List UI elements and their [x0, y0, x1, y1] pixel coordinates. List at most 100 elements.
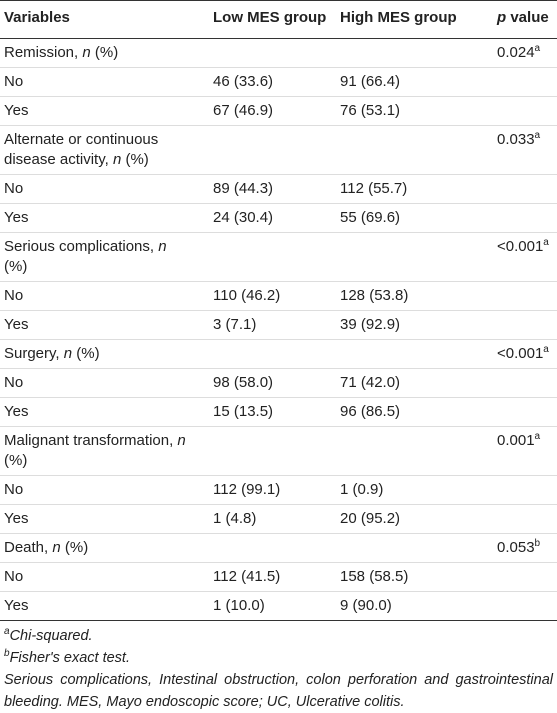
- value: 112 (41.5): [213, 568, 281, 585]
- text: p: [497, 9, 507, 26]
- text: Serious complications,: [4, 238, 159, 255]
- p-value-cell: <0.001a: [493, 232, 557, 282]
- p-value-cell: 0.053b: [493, 533, 557, 563]
- text: Yes: [4, 209, 29, 226]
- p-value-cell: 0.033a: [493, 125, 557, 175]
- text: Low MES group: [213, 9, 327, 26]
- value: 89 (44.3): [213, 180, 274, 197]
- text: (%): [60, 539, 89, 556]
- table-row: Death, n (%) 0.053b: [0, 533, 557, 563]
- low-mes-cell: 46 (33.6): [209, 67, 336, 97]
- high-mes-cell: 71 (42.0): [336, 368, 493, 398]
- value: 110 (46.2): [213, 287, 281, 304]
- text: No: [4, 180, 24, 197]
- table-row: Malignant transformation, n (%) 0.001a: [0, 426, 557, 476]
- text: n: [82, 44, 91, 61]
- p-value-cell: [493, 67, 557, 97]
- value: 9 (90.0): [340, 597, 392, 614]
- p-value-cell: <0.001a: [493, 339, 557, 369]
- footnote: bFisher's exact test.: [4, 647, 553, 669]
- table-row: No 98 (58.0) 71 (42.0): [0, 368, 557, 398]
- footnote-text: Serious complications, Intestinal obstru…: [4, 672, 553, 710]
- low-mes-cell: [209, 533, 336, 563]
- p-value-cell: [493, 174, 557, 204]
- footnote-text: Fisher's exact test.: [9, 650, 130, 666]
- low-mes-cell: 112 (41.5): [209, 562, 336, 592]
- row-label: Yes: [0, 397, 209, 427]
- row-label: No: [0, 174, 209, 204]
- low-mes-cell: 3 (7.1): [209, 310, 336, 340]
- table-row: Yes 15 (13.5) 96 (86.5): [0, 397, 557, 427]
- row-label: Yes: [0, 504, 209, 534]
- table-row: Alternate or continuous disease activity…: [0, 125, 557, 175]
- table-row: No 112 (41.5) 158 (58.5): [0, 562, 557, 592]
- row-label: Death, n (%): [0, 533, 209, 563]
- value: 112 (99.1): [213, 481, 281, 498]
- column-header: Variables: [0, 0, 209, 39]
- footnote-mark: a: [534, 130, 541, 141]
- high-mes-cell: 76 (53.1): [336, 96, 493, 126]
- footnote-mark: a: [534, 43, 541, 54]
- text: Death,: [4, 539, 53, 556]
- row-label: No: [0, 368, 209, 398]
- high-mes-cell: 96 (86.5): [336, 397, 493, 427]
- footnote-mark: a: [543, 237, 549, 248]
- p-value-cell: [493, 368, 557, 398]
- text: value: [506, 9, 549, 26]
- footnote-mark: b: [534, 538, 541, 549]
- table-row: Yes 3 (7.1) 39 (92.9): [0, 310, 557, 340]
- row-label: Yes: [0, 591, 209, 621]
- high-mes-cell: 112 (55.7): [336, 174, 493, 204]
- table-row: No 110 (46.2) 128 (53.8): [0, 281, 557, 311]
- table-row: Surgery, n (%) <0.001a: [0, 339, 557, 369]
- p-value: 0.001: [497, 432, 535, 449]
- value: 20 (95.2): [340, 510, 401, 527]
- footnote-mark: a: [4, 626, 10, 638]
- text: (%): [72, 345, 100, 362]
- footnote-mark: b: [4, 648, 10, 660]
- value: 24 (30.4): [213, 209, 274, 226]
- text: Yes: [4, 597, 29, 614]
- low-mes-cell: 15 (13.5): [209, 397, 336, 427]
- value: 71 (42.0): [340, 374, 401, 391]
- p-value: 0.033: [497, 131, 535, 148]
- text: (%): [4, 452, 28, 469]
- p-value: <0.001: [497, 345, 544, 362]
- value: 39 (92.9): [340, 316, 401, 333]
- p-value-cell: [493, 504, 557, 534]
- low-mes-cell: 112 (99.1): [209, 475, 336, 505]
- table-row: Yes 1 (4.8) 20 (95.2): [0, 504, 557, 534]
- value: 1 (4.8): [213, 510, 257, 527]
- p-value-cell: [493, 203, 557, 233]
- high-mes-cell: 91 (66.4): [336, 67, 493, 97]
- p-value: 0.024: [497, 44, 535, 61]
- p-value-cell: [493, 310, 557, 340]
- text: (%): [90, 44, 119, 61]
- p-value-cell: [493, 591, 557, 621]
- text: No: [4, 287, 24, 304]
- low-mes-cell: 67 (46.9): [209, 96, 336, 126]
- high-mes-cell: 39 (92.9): [336, 310, 493, 340]
- high-mes-cell: 128 (53.8): [336, 281, 493, 311]
- row-label: Remission, n (%): [0, 38, 209, 68]
- value: 15 (13.5): [213, 403, 274, 420]
- value: 67 (46.9): [213, 102, 274, 119]
- table-row: No 89 (44.3) 112 (55.7): [0, 174, 557, 204]
- high-mes-cell: [336, 339, 493, 369]
- value: 158 (58.5): [340, 568, 409, 585]
- header-row: Variables Low MES group High MES group p va…: [0, 0, 557, 39]
- value: 1 (0.9): [340, 481, 384, 498]
- row-label: No: [0, 281, 209, 311]
- column-header: Low MES group: [209, 0, 336, 39]
- row-label: Serious complications, n (%): [0, 232, 209, 282]
- text: Yes: [4, 102, 29, 119]
- text: Yes: [4, 510, 29, 527]
- low-mes-cell: 110 (46.2): [209, 281, 336, 311]
- p-value-cell: [493, 475, 557, 505]
- value: 55 (69.6): [340, 209, 401, 226]
- low-mes-cell: [209, 38, 336, 68]
- text: n: [158, 238, 167, 255]
- value: 128 (53.8): [340, 287, 409, 304]
- p-value-cell: 0.001a: [493, 426, 557, 476]
